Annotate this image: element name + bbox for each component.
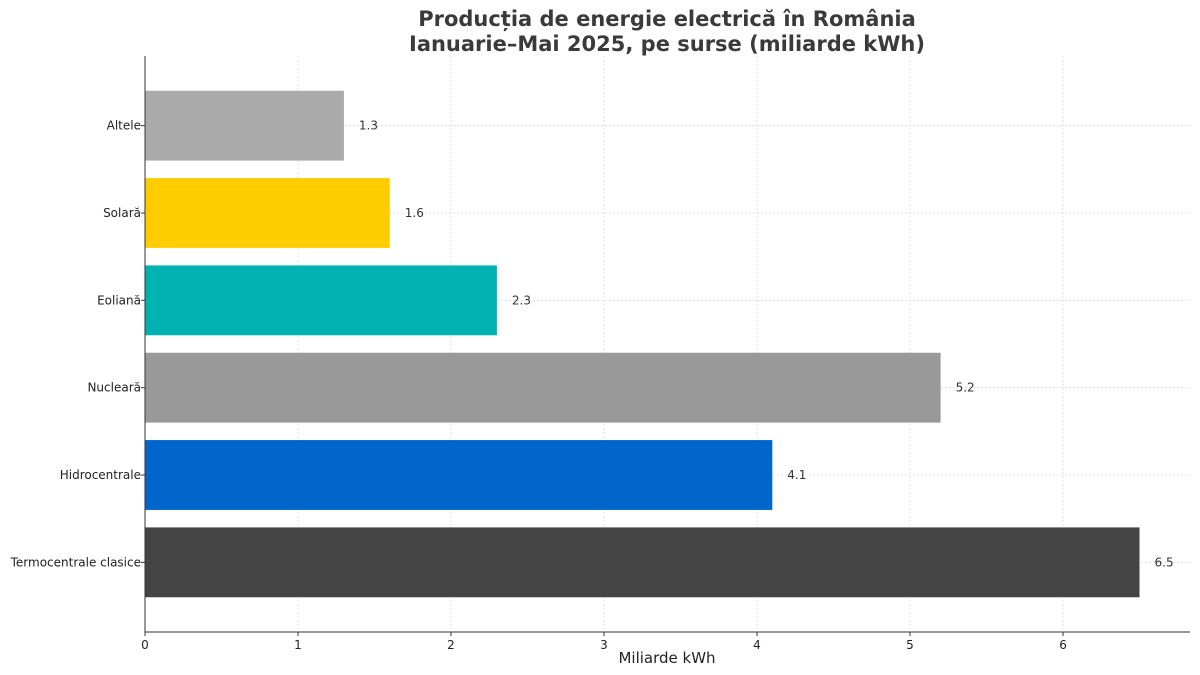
x-axis-ticks: 0 1 2 3 4 5 6 — [141, 632, 1067, 652]
value-label-0: 6.5 — [1155, 555, 1174, 569]
x-tick-label: 0 — [141, 638, 149, 652]
y-axis-ticks: Termocentrale clasice Hidrocentrale Nuclea… — [10, 119, 145, 569]
value-label-3: 2.3 — [512, 293, 531, 307]
chart-title: Producția de energie electrică în Români… — [409, 7, 925, 56]
value-label-2: 5.2 — [956, 381, 975, 395]
x-tick-label: 1 — [294, 638, 302, 652]
chart-title-line-1: Producția de energie electrică în Români… — [418, 7, 916, 32]
bar-5 — [145, 90, 344, 161]
y-tick-label: Altele — [107, 119, 141, 133]
bar-4 — [145, 178, 390, 248]
value-labels: 6.5 4.1 5.2 2.3 1.6 1.3 — [359, 119, 1174, 570]
y-tick-label: Termocentrale clasice — [10, 555, 141, 569]
value-label-4: 1.6 — [405, 206, 424, 220]
x-tick-label: 5 — [906, 638, 914, 652]
x-tick-label: 4 — [753, 638, 761, 652]
bar-3 — [145, 265, 497, 336]
axes — [144, 56, 1190, 633]
value-label-1: 4.1 — [787, 468, 806, 482]
y-tick-label: Solară — [103, 206, 141, 220]
bar-0 — [145, 527, 1140, 598]
x-tick-label: 3 — [600, 638, 608, 652]
y-tick-label: Eoliană — [97, 293, 141, 307]
y-tick-label: Nucleară — [87, 381, 141, 395]
x-tick-label: 2 — [447, 638, 455, 652]
x-axis-title: Miliarde kWh — [618, 649, 715, 667]
x-tick-label: 6 — [1059, 638, 1067, 652]
bar-2 — [145, 352, 941, 423]
value-label-5: 1.3 — [359, 119, 378, 133]
bars — [145, 90, 1140, 598]
bar-1 — [145, 440, 773, 510]
chart-title-line-2: Ianuarie–Mai 2025, pe surse (miliarde kW… — [409, 32, 925, 56]
y-tick-label: Hidrocentrale — [60, 468, 141, 482]
